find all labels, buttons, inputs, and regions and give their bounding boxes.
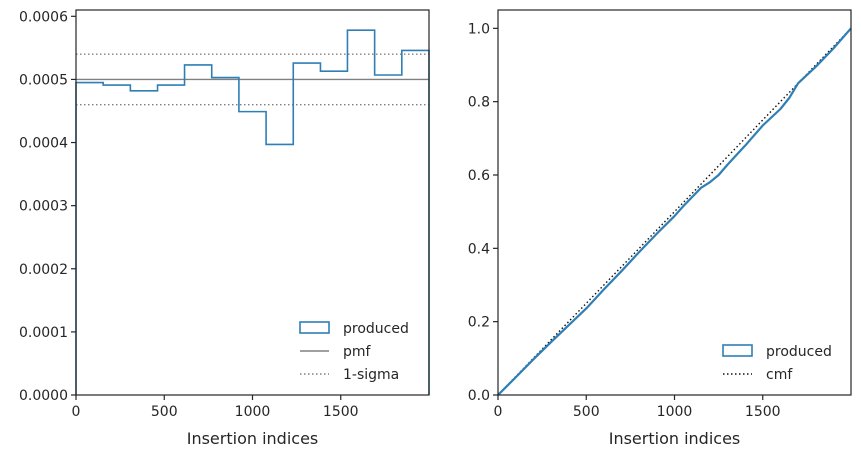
y-tick-label: 0.8 (468, 95, 490, 111)
x-tick-label: 0 (72, 404, 81, 420)
legend-label: 1-sigma (343, 367, 399, 383)
left-legend: produced pmf 1-sigma (299, 321, 409, 383)
legend-label: produced (343, 321, 409, 337)
produced-line (497, 27, 852, 396)
right-y-ticks: 0.0 0.2 0.4 0.6 0.8 1.0 (468, 21, 498, 404)
legend-label: pmf (343, 344, 372, 360)
produced-histogram (75, 29, 430, 395)
y-tick-label: 0.0000 (19, 388, 68, 404)
legend-label: produced (766, 344, 832, 360)
left-x-ticks: 0 500 1000 1500 (72, 395, 359, 420)
y-tick-label: 0.0004 (19, 136, 68, 152)
y-tick-label: 0.2 (468, 315, 490, 331)
y-tick-label: 0.0002 (19, 262, 68, 278)
y-tick-label: 0.0003 (19, 199, 68, 215)
right-x-ticks: 0 500 1000 1500 (494, 395, 781, 420)
x-tick-label: 1000 (235, 404, 271, 420)
x-tick-label: 0 (494, 404, 503, 420)
left-x-axis-label: Insertion indices (187, 429, 319, 448)
y-tick-label: 0.4 (468, 241, 490, 257)
y-tick-label: 0.0005 (19, 72, 68, 88)
left-plot-area (75, 29, 430, 395)
cmf-line (497, 27, 852, 396)
left-axes-frame (75, 9, 430, 396)
right-axes: 0 500 1000 1500 0.0 0.2 0.4 0.6 0.8 1.0 Insertio… (468, 9, 852, 448)
y-tick-label: 1.0 (468, 21, 490, 37)
y-tick-label: 0.6 (468, 168, 490, 184)
x-tick-label: 500 (151, 404, 178, 420)
legend-produced-swatch (722, 344, 753, 357)
x-tick-label: 1500 (745, 404, 781, 420)
right-x-axis-label: Insertion indices (609, 429, 741, 448)
legend-produced-swatch (299, 321, 330, 334)
x-tick-label: 1000 (657, 404, 693, 420)
y-tick-label: 0.0006 (19, 9, 68, 25)
x-tick-label: 1500 (323, 404, 359, 420)
right-plot-area (497, 27, 852, 396)
y-tick-label: 0.0 (468, 388, 490, 404)
right-axes-frame (497, 9, 852, 396)
legend-label: cmf (766, 367, 793, 383)
left-y-ticks: 0.0000 0.0001 0.0002 0.0003 0.0004 0.0005 0.00… (19, 9, 76, 404)
right-legend: produced cmf (722, 344, 832, 383)
x-tick-label: 500 (573, 404, 600, 420)
left-axes: 0 500 1000 1500 0.00000.00010.00020.00030.0… (19, 9, 430, 448)
y-tick-label: 0.0001 (19, 325, 68, 341)
